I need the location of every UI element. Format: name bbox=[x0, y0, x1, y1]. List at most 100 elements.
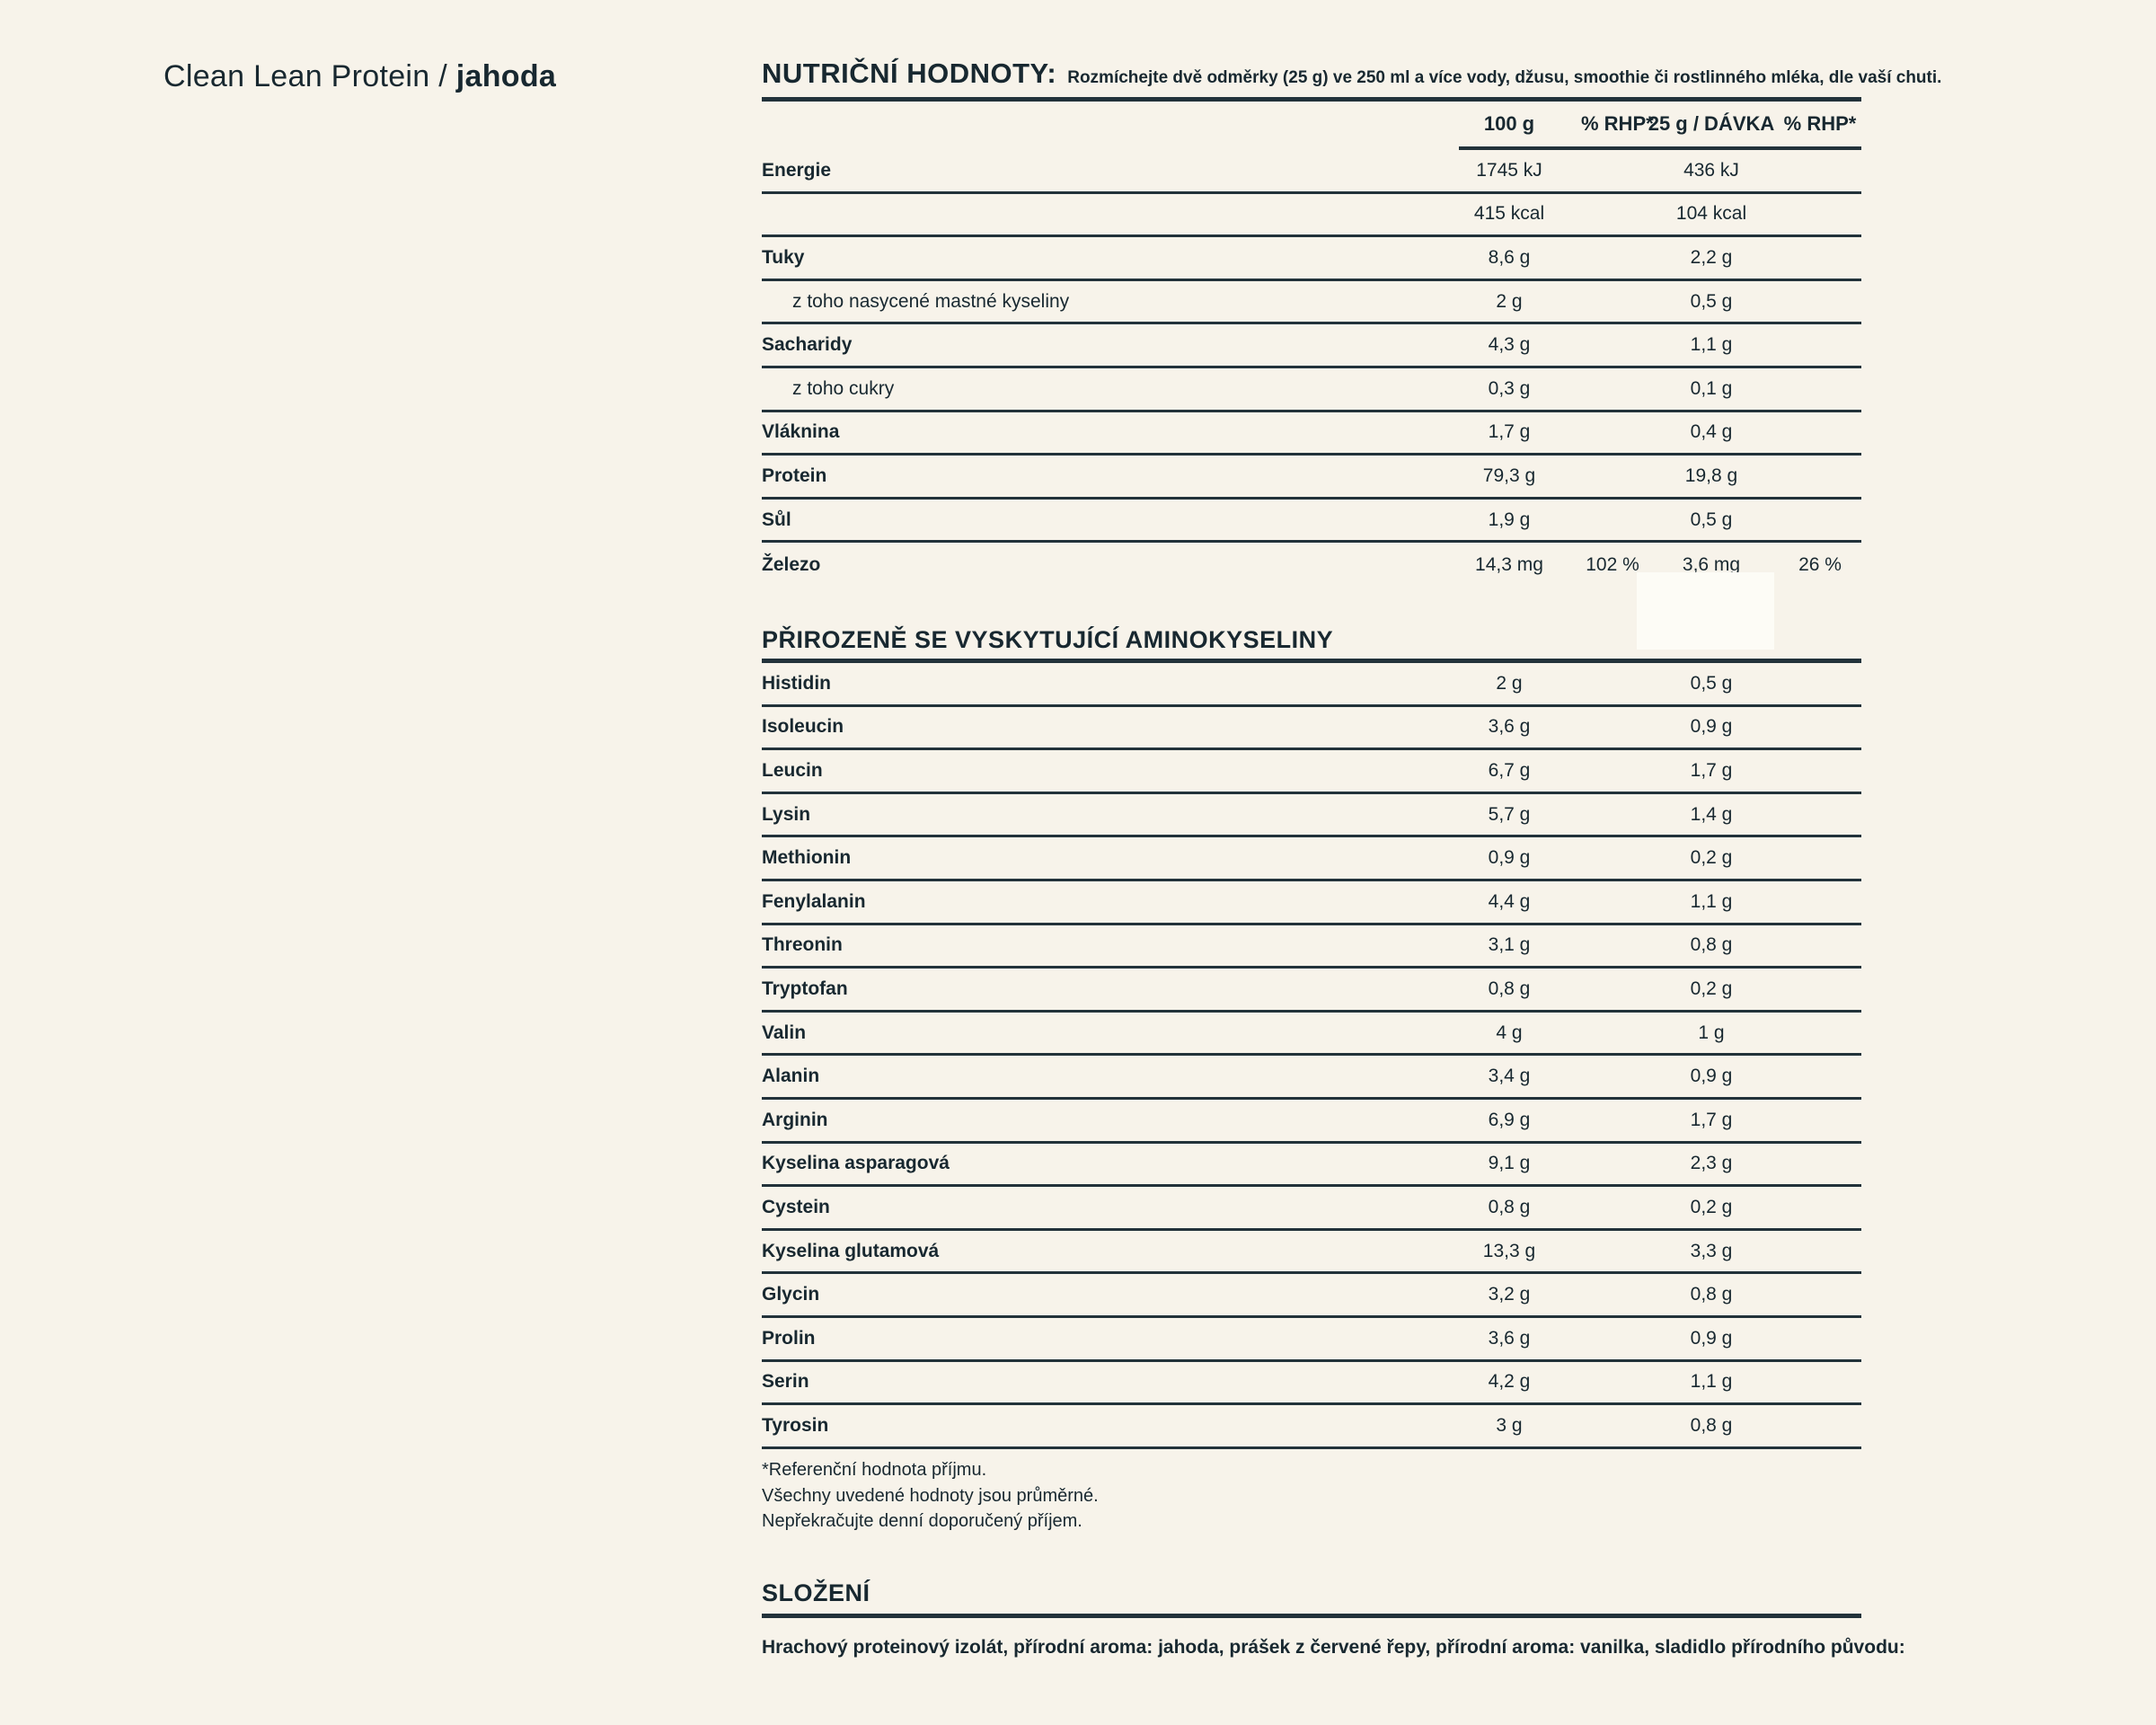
row-label: Kyselina asparagová bbox=[762, 1153, 950, 1174]
table-row: Železo 14,3 mg 102 % 3,6 mg 26 % bbox=[762, 543, 1861, 587]
table-row: Energie 1745 kJ 436 kJ bbox=[762, 150, 1861, 194]
value-per-100g: 0,8 g bbox=[1488, 1196, 1531, 1217]
table-row: Threonin 3,1 g 0,8 g bbox=[762, 925, 1861, 969]
table-row: Serin 4,2 g 1,1 g bbox=[762, 1362, 1861, 1406]
column-header-1: % RHP* bbox=[1581, 112, 1654, 135]
value-per-serving: 2,3 g bbox=[1690, 1153, 1733, 1174]
divider-thick bbox=[762, 1614, 1861, 1618]
row-label: Leucin bbox=[762, 759, 823, 781]
column-header-2: 25 g / DÁVKA bbox=[1648, 112, 1775, 135]
value-per-serving: 104 kcal bbox=[1675, 203, 1747, 225]
background-patch bbox=[1637, 572, 1774, 650]
ingredients-text: Hrachový proteinový izolát, přírodní aro… bbox=[762, 1637, 1905, 1658]
value-per-100g: 2 g bbox=[1496, 290, 1523, 312]
table-row: Tyrosin 3 g 0,8 g bbox=[762, 1405, 1861, 1449]
row-label: Fenylalanin bbox=[762, 890, 866, 912]
table-row: Cystein 0,8 g 0,2 g bbox=[762, 1187, 1861, 1231]
row-label: Serin bbox=[762, 1371, 809, 1393]
value-per-100g: 3 g bbox=[1496, 1414, 1523, 1436]
table-row: Prolin 3,6 g 0,9 g bbox=[762, 1318, 1861, 1362]
value-per-serving: 0,9 g bbox=[1690, 716, 1733, 738]
table-row: Histidin 2 g 0,5 g bbox=[762, 663, 1861, 707]
table-row: z toho nasycené mastné kyseliny 2 g 0,5 g bbox=[762, 281, 1861, 325]
value-per-100g: 0,3 g bbox=[1488, 377, 1531, 399]
value-per-serving: 1,1 g bbox=[1690, 334, 1733, 356]
row-label: Histidin bbox=[762, 672, 831, 694]
product-title: Clean Lean Protein / jahoda bbox=[163, 59, 556, 94]
row-label: Tyrosin bbox=[762, 1414, 829, 1436]
table-row: Isoleucin 3,6 g 0,9 g bbox=[762, 707, 1861, 751]
row-label: Glycin bbox=[762, 1284, 820, 1305]
value-per-100g: 2 g bbox=[1496, 672, 1523, 694]
value-per-serving: 1,1 g bbox=[1690, 1371, 1733, 1393]
table-row: Leucin 6,7 g 1,7 g bbox=[762, 750, 1861, 794]
row-label: Kyselina glutamová bbox=[762, 1240, 940, 1261]
value-per-100g: 3,6 g bbox=[1488, 716, 1531, 738]
value-per-100g: 6,9 g bbox=[1488, 1109, 1531, 1130]
table-row: Protein 79,3 g 19,8 g bbox=[762, 456, 1861, 500]
value-per-100g: 3,4 g bbox=[1488, 1066, 1531, 1087]
value-per-100g: 13,3 g bbox=[1482, 1240, 1536, 1261]
row-label: Tryptofan bbox=[762, 978, 848, 999]
value-per-100g: 79,3 g bbox=[1482, 464, 1536, 486]
row-label: Methionin bbox=[762, 847, 852, 869]
value-per-serving: 1,7 g bbox=[1690, 1109, 1733, 1130]
value-per-100g: 1,7 g bbox=[1488, 421, 1531, 443]
row-label: z toho nasycené mastné kyseliny bbox=[792, 290, 1070, 312]
nutrition-panel: NUTRIČNÍ HODNOTY: Rozmíchejte dvě odměrk… bbox=[762, 0, 1941, 1725]
nutrition-heading-row: NUTRIČNÍ HODNOTY: Rozmíchejte dvě odměrk… bbox=[762, 58, 1941, 90]
row-label: Threonin bbox=[762, 934, 843, 956]
value-per-serving: 436 kJ bbox=[1683, 159, 1739, 181]
column-header-3: % RHP* bbox=[1783, 112, 1857, 135]
table-row: Alanin 3,4 g 0,9 g bbox=[762, 1056, 1861, 1100]
table-row: Methionin 0,9 g 0,2 g bbox=[762, 837, 1861, 881]
product-flavor: jahoda bbox=[455, 59, 557, 93]
column-header-underline bbox=[1459, 146, 1861, 150]
value-per-100g: 8,6 g bbox=[1488, 246, 1531, 268]
value-rhp-100g: 102 % bbox=[1586, 553, 1639, 575]
value-per-serving: 0,9 g bbox=[1690, 1327, 1733, 1349]
value-per-100g: 5,7 g bbox=[1488, 803, 1531, 825]
value-per-serving: 19,8 g bbox=[1684, 464, 1738, 486]
table-row: Fenylalanin 4,4 g 1,1 g bbox=[762, 881, 1861, 925]
value-per-100g: 6,7 g bbox=[1488, 759, 1531, 781]
table-row: Tuky 8,6 g 2,2 g bbox=[762, 237, 1861, 281]
table-row: Lysin 5,7 g 1,4 g bbox=[762, 794, 1861, 838]
value-per-serving: 0,2 g bbox=[1690, 847, 1733, 869]
value-per-100g: 0,9 g bbox=[1488, 847, 1531, 869]
row-label: Lysin bbox=[762, 803, 811, 825]
value-per-100g: 4,4 g bbox=[1488, 890, 1531, 912]
value-per-serving: 2,2 g bbox=[1690, 246, 1733, 268]
table-column-headers: 100 g% RHP* 25 g / DÁVKA% RHP* bbox=[762, 102, 1861, 146]
table-row: Sůl 1,9 g 0,5 g bbox=[762, 500, 1861, 544]
value-per-100g: 1745 kJ bbox=[1476, 159, 1542, 181]
value-per-serving: 0,1 g bbox=[1690, 377, 1733, 399]
value-per-serving: 3,6 mg bbox=[1682, 553, 1741, 575]
value-per-100g: 4,3 g bbox=[1488, 334, 1531, 356]
value-per-serving: 1,1 g bbox=[1690, 890, 1733, 912]
value-per-serving: 0,5 g bbox=[1690, 509, 1733, 530]
row-label: Tuky bbox=[762, 246, 805, 268]
value-per-100g: 0,8 g bbox=[1488, 978, 1531, 999]
table-row: Kyselina asparagová 9,1 g 2,3 g bbox=[762, 1144, 1861, 1188]
value-per-serving: 3,3 g bbox=[1690, 1240, 1733, 1261]
divider-thick bbox=[762, 659, 1861, 663]
row-label: Alanin bbox=[762, 1066, 820, 1087]
table-row: Tryptofan 0,8 g 0,2 g bbox=[762, 969, 1861, 1013]
row-label: z toho cukry bbox=[792, 377, 895, 399]
row-label: Cystein bbox=[762, 1196, 830, 1217]
footnote-2: Nepřekračujte denní doporučený příjem. bbox=[762, 1511, 1082, 1531]
value-per-serving: 0,2 g bbox=[1690, 1196, 1733, 1217]
value-per-100g: 9,1 g bbox=[1488, 1153, 1531, 1174]
value-per-100g: 1,9 g bbox=[1488, 509, 1531, 530]
value-per-100g: 14,3 mg bbox=[1475, 553, 1543, 575]
table-row: Arginin 6,9 g 1,7 g bbox=[762, 1100, 1861, 1144]
row-label: Prolin bbox=[762, 1327, 816, 1349]
table-row: Valin 4 g 1 g bbox=[762, 1013, 1861, 1057]
value-per-serving: 1 g bbox=[1698, 1022, 1725, 1043]
footnote-1: Všechny uvedené hodnoty jsou průměrné. bbox=[762, 1485, 1099, 1506]
footnote-0: *Referenční hodnota příjmu. bbox=[762, 1460, 987, 1480]
value-per-100g: 4,2 g bbox=[1488, 1371, 1531, 1393]
row-label: Energie bbox=[762, 159, 832, 181]
value-per-serving: 0,8 g bbox=[1690, 1284, 1733, 1305]
